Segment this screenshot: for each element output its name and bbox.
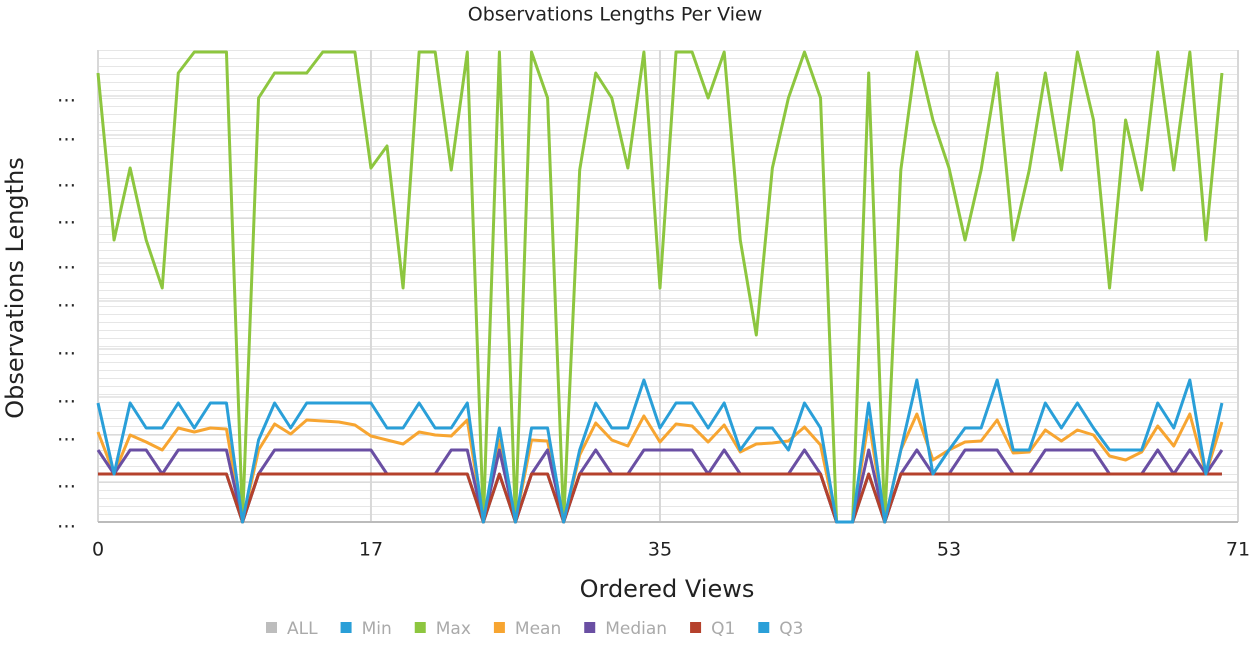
y-tick-label: … xyxy=(57,471,76,493)
y-tick-label: … xyxy=(57,424,76,446)
series-line xyxy=(96,448,1224,524)
legend-label: Min xyxy=(362,619,392,639)
x-tick-label: 17 xyxy=(359,539,383,561)
series-line xyxy=(96,50,1224,524)
legend-swatch xyxy=(412,620,428,635)
y-tick-label: … xyxy=(57,85,76,107)
plot-area xyxy=(96,50,1239,524)
x-axis-title: Ordered Views xyxy=(580,575,755,603)
legend-label: Q3 xyxy=(779,619,803,639)
series-line xyxy=(96,378,1224,524)
series-line xyxy=(98,472,1222,524)
legend-label: Max xyxy=(436,619,471,639)
legend-swatch xyxy=(756,620,772,635)
legend-swatch xyxy=(688,620,704,635)
x-tick-label: 35 xyxy=(648,539,672,561)
y-tick-label: … xyxy=(57,386,76,408)
x-tick-label: 53 xyxy=(937,539,961,561)
y-tick-label: … xyxy=(57,252,76,274)
y-tick-label: … xyxy=(57,511,76,533)
y-tick-label: … xyxy=(57,290,76,312)
legend-label: ALL xyxy=(287,619,318,639)
legend-label: Mean xyxy=(515,619,561,639)
minor-grid xyxy=(98,50,1238,522)
chart-title: Observations Lengths Per View xyxy=(468,4,763,26)
y-tick-label: … xyxy=(57,170,76,192)
legend-label: Median xyxy=(605,619,667,639)
y-tick-label: … xyxy=(57,338,76,360)
x-tick-label: 0 xyxy=(92,539,104,561)
legend: ALL Min Max Mean Median Q1 Q3 xyxy=(264,619,803,639)
legend-swatch xyxy=(491,620,507,635)
y-tick-label: … xyxy=(57,207,76,229)
legend-swatch xyxy=(338,620,354,635)
series-line xyxy=(96,412,1224,524)
legend-swatch xyxy=(582,620,598,635)
legend-label: Q1 xyxy=(711,619,735,639)
legend-swatch xyxy=(264,620,279,635)
y-tick-label: … xyxy=(57,124,76,146)
y-axis-title: Observations Lengths xyxy=(1,157,29,419)
x-tick-label: 71 xyxy=(1226,539,1250,561)
